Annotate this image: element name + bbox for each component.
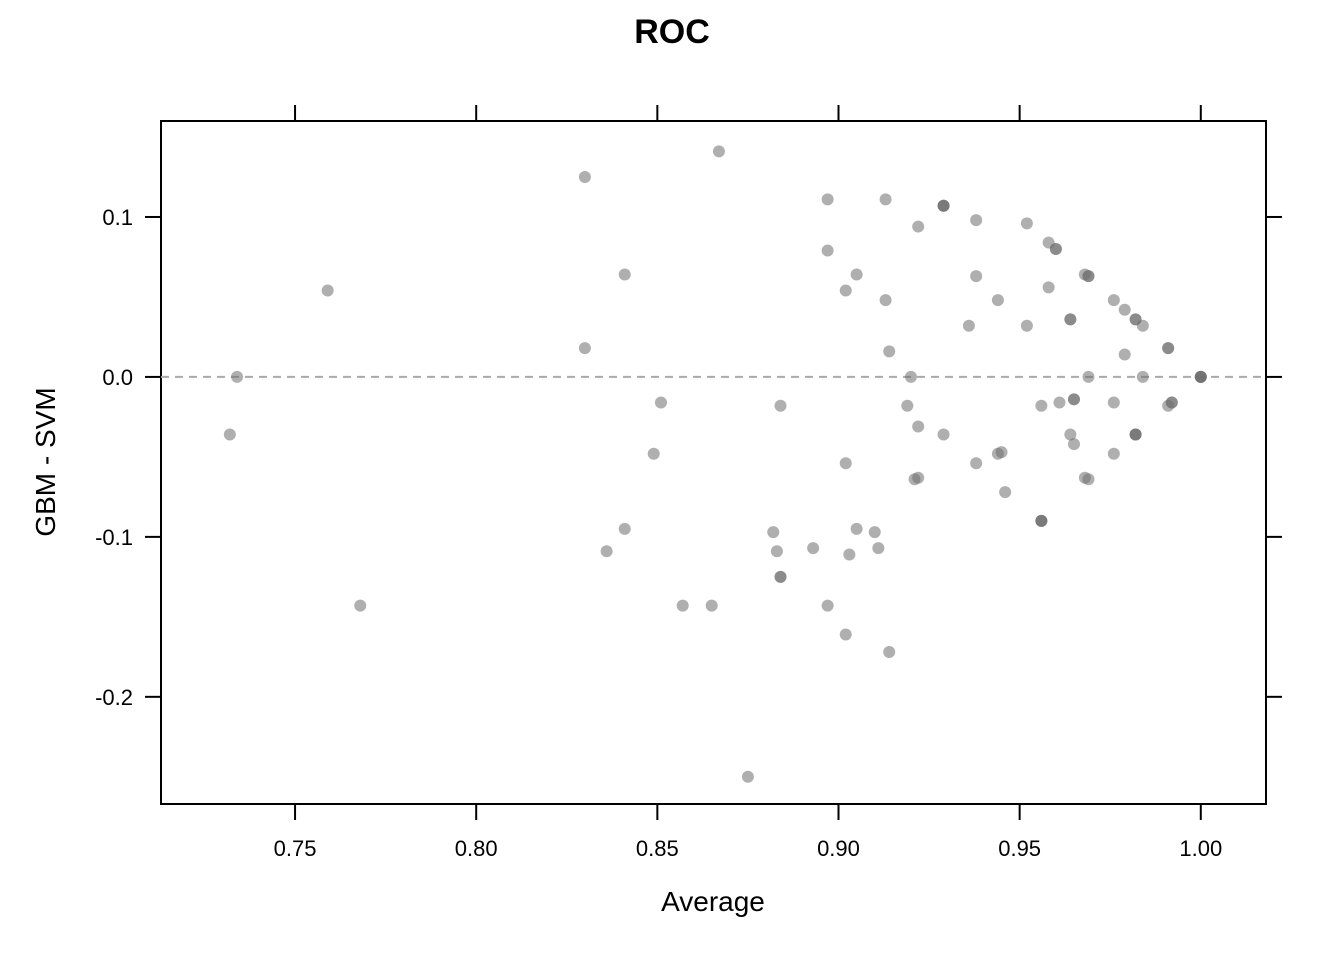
data-point (901, 399, 914, 412)
data-point (821, 244, 834, 257)
data-point (1194, 370, 1207, 383)
data-point (821, 193, 834, 206)
data-point (1020, 217, 1033, 230)
y-tick-label: -0.2 (95, 685, 133, 710)
data-point (578, 170, 591, 183)
data-point (774, 570, 787, 583)
axis-ticks (145, 105, 1282, 820)
data-point (1035, 399, 1048, 412)
data-point (904, 370, 917, 383)
data-point (879, 294, 892, 307)
data-point (578, 342, 591, 355)
data-point (1042, 281, 1055, 294)
data-point (1064, 428, 1077, 441)
data-point (839, 628, 852, 641)
data-point (872, 542, 885, 555)
data-points (223, 145, 1207, 783)
data-point (970, 457, 983, 470)
data-point (1162, 342, 1175, 355)
x-tick-label: 0.80 (455, 836, 498, 861)
data-point (839, 457, 852, 470)
data-point (676, 599, 689, 612)
data-point (912, 420, 925, 433)
data-point (741, 770, 754, 783)
data-point (868, 526, 881, 539)
data-point (1165, 396, 1178, 409)
data-point (1107, 294, 1120, 307)
data-point (770, 545, 783, 558)
data-point (321, 284, 334, 297)
data-point (912, 471, 925, 484)
data-point (912, 220, 925, 233)
x-tick-label: 0.85 (636, 836, 679, 861)
data-point (647, 447, 660, 460)
data-point (1049, 242, 1062, 255)
data-point (1020, 319, 1033, 332)
data-point (618, 522, 631, 535)
data-point (883, 646, 896, 659)
plot-frame (160, 120, 1267, 805)
data-point (839, 284, 852, 297)
chart-title: ROC (634, 13, 710, 51)
data-point (705, 599, 718, 612)
data-point (618, 268, 631, 281)
data-point (767, 526, 780, 539)
data-point (995, 446, 1008, 459)
data-point (937, 428, 950, 441)
data-point (1107, 447, 1120, 460)
data-point (883, 345, 896, 358)
data-point (1136, 319, 1149, 332)
data-point (970, 214, 983, 227)
data-point (1067, 393, 1080, 406)
data-point (1064, 313, 1077, 326)
x-tick-label: 1.00 (1179, 836, 1222, 861)
data-point (223, 428, 236, 441)
data-point (821, 599, 834, 612)
data-point (850, 268, 863, 281)
data-point (1129, 428, 1142, 441)
data-point (1118, 303, 1131, 316)
data-point (991, 294, 1004, 307)
y-tick-label: -0.1 (95, 525, 133, 550)
data-point (1107, 396, 1120, 409)
data-point (354, 599, 367, 612)
data-point (807, 542, 820, 555)
data-point (937, 199, 950, 212)
data-point (231, 370, 244, 383)
data-point (970, 270, 983, 283)
data-point (1053, 396, 1066, 409)
axis-tick-labels: 0.75 0.80 0.85 0.90 0.95 1.00 -0.2 -0.1 0.0 0.1 (95, 205, 1222, 861)
data-point (1118, 348, 1131, 361)
data-point (600, 545, 613, 558)
x-tick-label: 0.75 (274, 836, 317, 861)
y-tick-label: 0.1 (102, 205, 133, 230)
data-point (999, 486, 1012, 499)
data-point (774, 399, 787, 412)
data-point (850, 522, 863, 535)
data-point (1082, 370, 1095, 383)
data-point (1067, 438, 1080, 451)
data-point (712, 145, 725, 158)
x-axis-title: Average (661, 886, 765, 917)
data-point (1082, 473, 1095, 486)
data-point (1035, 514, 1048, 527)
data-point (962, 319, 975, 332)
x-tick-label: 0.95 (998, 836, 1041, 861)
data-point (654, 396, 667, 409)
data-point (879, 193, 892, 206)
data-point (843, 548, 856, 561)
y-axis-title: GBM - SVM (30, 387, 61, 536)
x-tick-label: 0.90 (817, 836, 860, 861)
y-tick-label: 0.0 (102, 365, 133, 390)
data-point (1136, 370, 1149, 383)
data-point (1082, 270, 1095, 283)
